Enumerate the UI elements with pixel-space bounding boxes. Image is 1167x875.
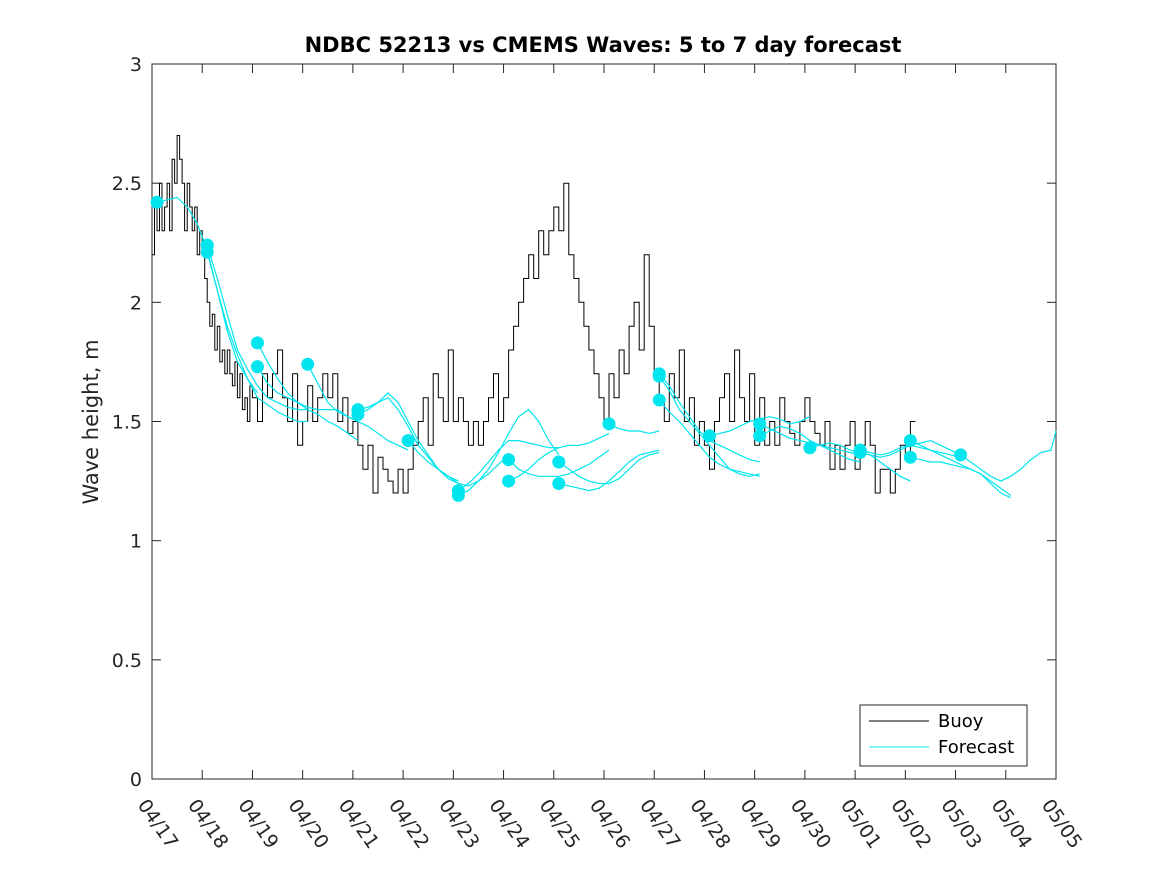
forecast-series-line — [608, 423, 660, 435]
forecast-series-line — [910, 440, 1012, 496]
forecast-start-marker — [853, 443, 867, 457]
forecast-series-line — [658, 375, 760, 477]
forecast-series-line — [458, 408, 560, 496]
y-axis-label: Wave height, m — [79, 339, 103, 504]
forecast-start-marker — [602, 417, 616, 431]
chart-title: NDBC 52213 vs CMEMS Waves: 5 to 7 day fo… — [305, 33, 902, 57]
forecast-start-marker — [150, 195, 164, 209]
forecast-start-marker — [803, 441, 817, 455]
forecast-series-line — [206, 252, 308, 423]
forecast-series-line — [658, 399, 760, 477]
forecast-start-marker — [502, 474, 516, 488]
forecast-start-marker — [552, 476, 566, 490]
forecast-series-line — [256, 342, 359, 442]
y-tick-label: 0 — [130, 769, 142, 791]
y-tick-label: 3 — [130, 54, 142, 76]
forecast-series-line — [910, 456, 1012, 499]
forecast-series-line — [508, 449, 610, 477]
forecast-series-line — [407, 440, 510, 487]
forecast-series-line — [558, 449, 660, 492]
buoy-series-line — [152, 135, 916, 494]
legend-box — [859, 704, 1028, 767]
legend-buoy-label: Buoy — [938, 711, 984, 732]
forecast-start-marker — [351, 407, 365, 421]
forecast-series-line — [256, 366, 359, 423]
forecast-series-line — [508, 432, 610, 482]
forecast-start-marker — [451, 484, 465, 498]
y-tick-label: 2 — [130, 292, 142, 314]
y-tick-label: 2.5 — [112, 173, 142, 195]
forecast-series-line — [558, 451, 660, 485]
forecast-start-marker — [250, 360, 264, 374]
forecast-start-marker — [502, 453, 516, 467]
forecast-series-line — [307, 364, 409, 451]
forecast-start-marker — [753, 429, 767, 443]
forecast-start-marker — [552, 455, 566, 469]
forecast-series-line — [458, 440, 559, 492]
forecast-start-marker — [903, 434, 917, 448]
forecast-start-marker — [903, 450, 917, 464]
y-tick-label: 1 — [130, 531, 142, 553]
forecast-start-marker — [652, 393, 666, 407]
forecast-start-marker — [250, 336, 264, 350]
forecast-start-marker — [200, 245, 214, 259]
forecast-start-marker — [301, 357, 315, 371]
forecast-series-line — [759, 425, 861, 463]
legend: Buoy Forecast — [859, 704, 1028, 767]
forecast-start-marker — [652, 369, 666, 383]
forecast-start-marker — [401, 434, 415, 448]
forecast-start-marker — [753, 417, 767, 431]
forecast-series-line — [206, 244, 308, 411]
y-tick-label: 0.5 — [112, 650, 142, 672]
legend-forecast-label: Forecast — [938, 737, 1014, 758]
forecast-start-marker — [702, 429, 716, 443]
y-tick-label: 1.5 — [112, 412, 142, 434]
forecast-series-line — [960, 430, 1057, 482]
forecast-series-line — [357, 392, 459, 485]
forecast-start-marker — [954, 448, 968, 462]
